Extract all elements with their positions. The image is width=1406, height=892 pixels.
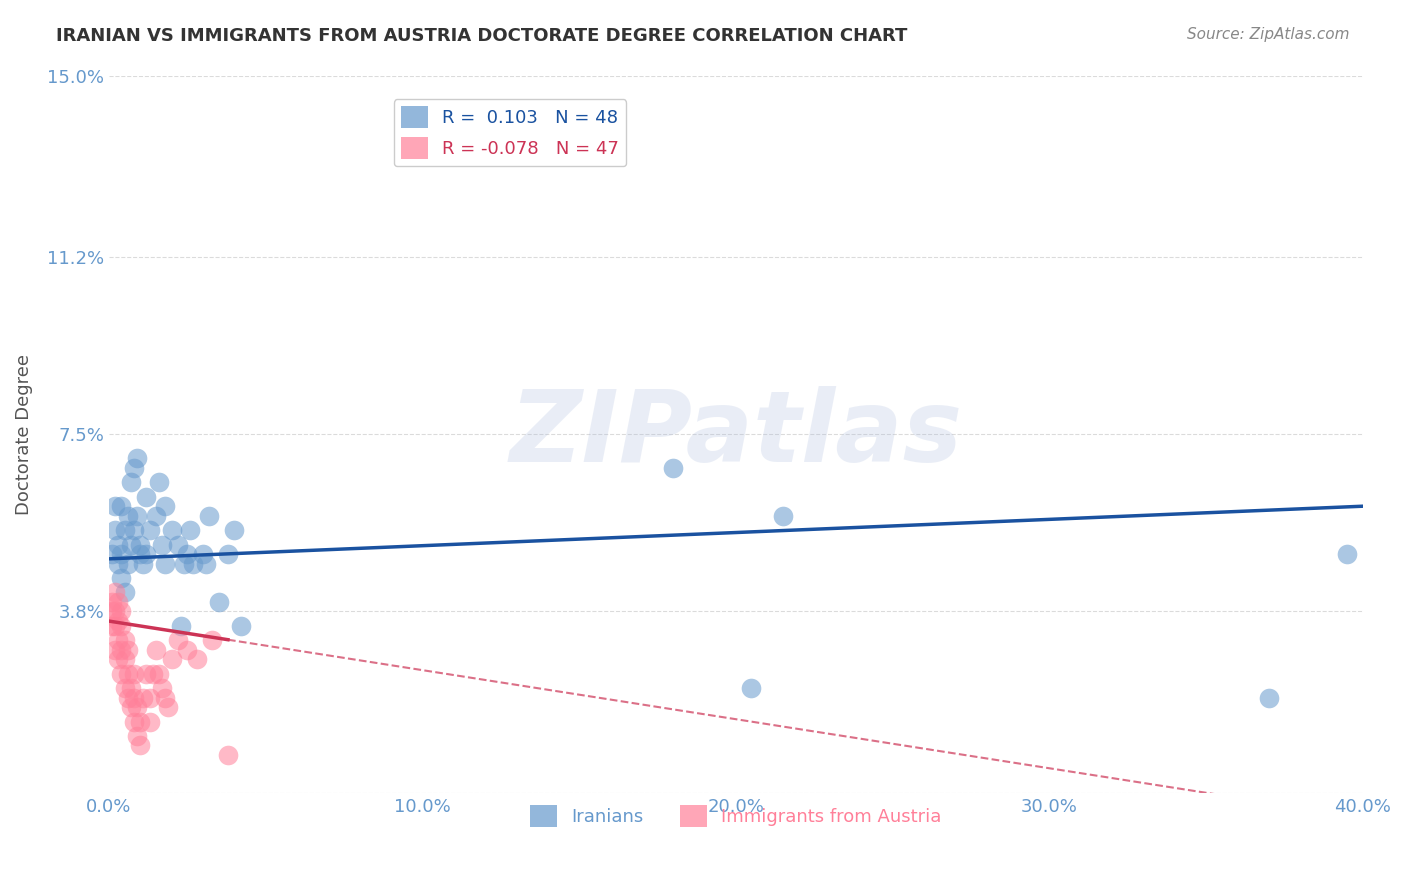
Point [125,508,148,523]
Point [160,652,183,666]
Point [150,537,173,551]
Point [186,652,208,666]
Point [114,681,136,695]
Point [122,714,145,729]
Point [110,547,132,561]
Point [110,500,132,514]
Point [740,681,762,695]
Point [120,475,142,490]
Point [120,681,142,695]
Point [772,508,794,523]
Point [160,523,183,537]
Point [101,595,124,609]
Point [110,642,132,657]
Point [122,690,145,705]
Text: Source: ZipAtlas.com: Source: ZipAtlas.com [1187,27,1350,42]
Point [166,537,188,551]
Point [132,557,155,571]
Point [166,633,188,648]
Point [107,595,129,609]
Point [148,666,170,681]
Point [104,605,127,619]
Legend: Iranians, Immigrants from Austria: Iranians, Immigrants from Austria [523,798,949,835]
Point [107,652,129,666]
Point [104,585,127,599]
Point [217,747,239,762]
Point [155,690,177,705]
Point [101,619,124,633]
Point [125,451,148,466]
Point [104,619,127,633]
Point [117,557,139,571]
Point [229,619,252,633]
Point [114,633,136,648]
Point [142,666,165,681]
Point [114,585,136,599]
Text: IRANIAN VS IMMIGRANTS FROM AUSTRIA DOCTORATE DEGREE CORRELATION CHART: IRANIAN VS IMMIGRANTS FROM AUSTRIA DOCTO… [56,27,908,45]
Point [198,508,221,523]
Point [117,642,139,657]
Point [110,571,132,585]
Point [101,605,124,619]
Point [179,523,201,537]
Text: ZIPatlas: ZIPatlas [509,386,962,483]
Point [101,547,124,561]
Point [138,690,160,705]
Point [117,690,139,705]
Point [122,666,145,681]
Point [1336,547,1358,561]
Point [110,605,132,619]
Point [155,557,177,571]
Point [135,490,157,504]
Point [191,547,214,561]
Point [170,619,193,633]
Point [135,666,157,681]
Point [114,523,136,537]
Point [125,700,148,714]
Point [155,500,177,514]
Point [217,547,239,561]
Point [107,614,129,628]
Point [201,633,224,648]
Point [107,633,129,648]
Point [157,700,180,714]
Point [138,523,160,537]
Point [117,508,139,523]
Point [129,739,152,753]
Point [110,666,132,681]
Point [145,642,167,657]
Point [120,700,142,714]
Point [122,523,145,537]
Point [120,537,142,551]
Point [117,666,139,681]
Point [662,461,685,475]
Point [148,475,170,490]
Point [207,595,229,609]
Point [176,547,198,561]
Point [195,557,218,571]
Point [104,523,127,537]
Point [132,690,155,705]
Point [125,729,148,743]
Point [135,547,157,561]
Point [129,547,152,561]
Point [114,652,136,666]
Point [122,461,145,475]
Point [129,537,152,551]
Y-axis label: Doctorate Degree: Doctorate Degree [15,354,32,515]
Point [129,714,152,729]
Point [107,537,129,551]
Point [145,508,167,523]
Point [150,681,173,695]
Point [173,557,195,571]
Point [1257,690,1279,705]
Point [183,557,205,571]
Point [104,500,127,514]
Point [224,523,246,537]
Point [104,642,127,657]
Point [110,619,132,633]
Point [107,557,129,571]
Point [176,642,198,657]
Point [138,714,160,729]
